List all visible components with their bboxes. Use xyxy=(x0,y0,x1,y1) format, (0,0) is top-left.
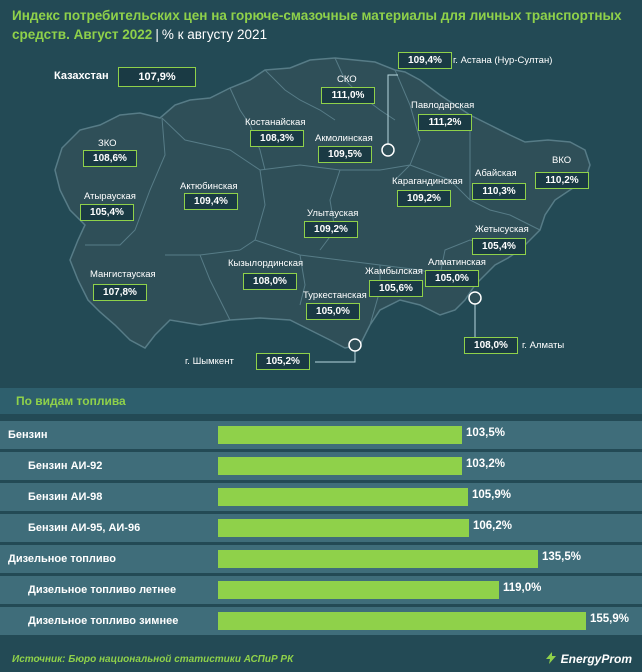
fuel-value-label: 106,2% xyxy=(473,520,513,532)
fuel-bar xyxy=(218,519,469,537)
region-label-sko: СКО xyxy=(337,74,357,85)
fuel-row: Бензин АИ-95, АИ-96 106,2% xyxy=(0,514,642,542)
region-value-zko: 108,6% xyxy=(83,150,137,167)
fuel-bar xyxy=(218,488,468,506)
region-value-turkistan: 105,0% xyxy=(306,303,360,320)
almaty-marker xyxy=(468,291,482,305)
brand-name: EnergyProm xyxy=(560,652,632,666)
region-label-abay: Абайская xyxy=(475,168,517,179)
region-value-vko: 110,2% xyxy=(535,172,589,189)
fuel-row: Дизельное топливо летнее 119,0% xyxy=(0,576,642,604)
region-value-aktobe: 109,4% xyxy=(184,193,238,210)
region-value-shymkent: 105,2% xyxy=(256,353,310,370)
header: Индекс потребительских цен на горюче-сма… xyxy=(0,0,642,50)
region-label-atyrau: Атырауская xyxy=(84,191,136,202)
region-value-akmola: 109,5% xyxy=(318,146,372,163)
lightning-icon xyxy=(545,652,556,664)
title-date: средств. Август 2022 xyxy=(12,27,153,42)
fuel-row-label: Дизельное топливо летнее xyxy=(28,584,177,596)
fuel-row-label: Дизельное топливо зимнее xyxy=(28,615,179,627)
region-label-akmola: Акмолинская xyxy=(315,133,373,144)
region-value-zhetysu: 105,4% xyxy=(472,238,526,255)
region-value-astana: 109,4% xyxy=(398,52,452,69)
fuel-value-label: 135,5% xyxy=(542,551,582,563)
fuel-row: Бензин АИ-92 103,2% xyxy=(0,452,642,480)
region-label-karaganda: Карагандинская xyxy=(392,176,463,187)
region-value-almaty-region: 105,0% xyxy=(425,270,479,287)
title-line-2: средств. Август 2022 |% к августу 2021 xyxy=(12,27,267,42)
region-value-abay: 110,3% xyxy=(472,183,526,200)
region-label-ulytau: Улытауская xyxy=(307,208,359,219)
region-label-pavlodar: Павлодарская xyxy=(411,100,475,111)
fuel-row: Бензин АИ-98 105,9% xyxy=(0,483,642,511)
region-label-astana: г. Астана (Нур-Султан) xyxy=(453,55,553,66)
region-value-karaganda: 109,2% xyxy=(397,190,451,207)
source-note: Источник: Бюро национальной статистики А… xyxy=(12,654,294,665)
fuel-row-label: Дизельное топливо xyxy=(8,553,117,565)
title-separator: | xyxy=(155,27,159,42)
fuel-value-label: 155,9% xyxy=(590,613,630,625)
brand-logo: EnergyProm xyxy=(544,652,632,666)
fuel-row-label: Бензин АИ-95, АИ-96 xyxy=(28,522,141,534)
region-label-kostanay: Костанайская xyxy=(245,117,306,128)
astana-marker xyxy=(381,143,395,157)
fuel-row-label: Бензин АИ-98 xyxy=(28,491,103,503)
region-value-sko: 111,0% xyxy=(321,87,375,104)
fuel-bar xyxy=(218,612,586,630)
region-value-almaty-city: 108,0% xyxy=(464,337,518,354)
region-label-zhetysu: Жетысуская xyxy=(475,224,529,235)
region-value-kostanay: 108,3% xyxy=(250,130,304,147)
region-value-ulytau: 109,2% xyxy=(304,221,358,238)
region-value-atyrau: 105,4% xyxy=(80,204,134,221)
footer: Источник: Бюро национальной статистики А… xyxy=(0,646,642,672)
region-value-zhambyl: 105,6% xyxy=(369,280,423,297)
region-label-almaty-region: Алматинская xyxy=(428,257,486,268)
kazakhstan-label: Казахстан xyxy=(54,70,109,82)
region-label-mangystau: Мангистауская xyxy=(90,269,156,280)
kazakhstan-map: Казахстан 107,9% СКО 111,0% г. Астана (Н… xyxy=(54,52,591,370)
title-line-1: Индекс потребительских цен на горюче-сма… xyxy=(12,8,622,23)
fuel-row: Дизельное топливо 135,5% xyxy=(0,545,642,573)
region-label-zhambyl: Жамбылская xyxy=(365,266,423,277)
region-label-aktobe: Актюбинская xyxy=(180,181,238,192)
region-value-mangystau: 107,8% xyxy=(93,284,147,301)
region-value-pavlodar: 111,2% xyxy=(418,114,472,131)
fuel-row-label: Бензин xyxy=(8,429,48,441)
region-label-kyzylorda: Кызылординская xyxy=(228,258,304,269)
title-unit: % к августу 2021 xyxy=(161,27,268,42)
fuel-section-title: По видам топлива xyxy=(16,394,126,408)
shymkent-marker xyxy=(348,338,362,352)
region-label-zko: ЗКО xyxy=(98,138,117,149)
region-label-almaty-city: г. Алматы xyxy=(522,340,565,351)
kazakhstan-value: 107,9% xyxy=(118,67,196,87)
fuel-value-label: 105,9% xyxy=(472,489,512,501)
fuel-row: Бензин 103,5% xyxy=(0,421,642,449)
fuel-value-label: 103,5% xyxy=(466,427,506,439)
fuel-bar xyxy=(218,581,499,599)
fuel-value-label: 103,2% xyxy=(466,458,506,470)
fuel-value-label: 119,0% xyxy=(503,582,542,594)
fuel-bar xyxy=(218,426,462,444)
region-label-vko: ВКО xyxy=(552,155,572,166)
region-label-turkistan: Туркестанская xyxy=(303,290,367,301)
fuel-section-header: По видам топлива xyxy=(0,388,642,414)
fuel-row: Дизельное топливо зимнее 155,9% xyxy=(0,607,642,635)
fuel-bar xyxy=(218,457,462,475)
region-label-shymkent: г. Шымкент xyxy=(185,356,234,367)
fuel-row-label: Бензин АИ-92 xyxy=(28,460,103,472)
fuel-bar xyxy=(218,550,538,568)
region-value-kyzylorda: 108,0% xyxy=(243,273,297,290)
